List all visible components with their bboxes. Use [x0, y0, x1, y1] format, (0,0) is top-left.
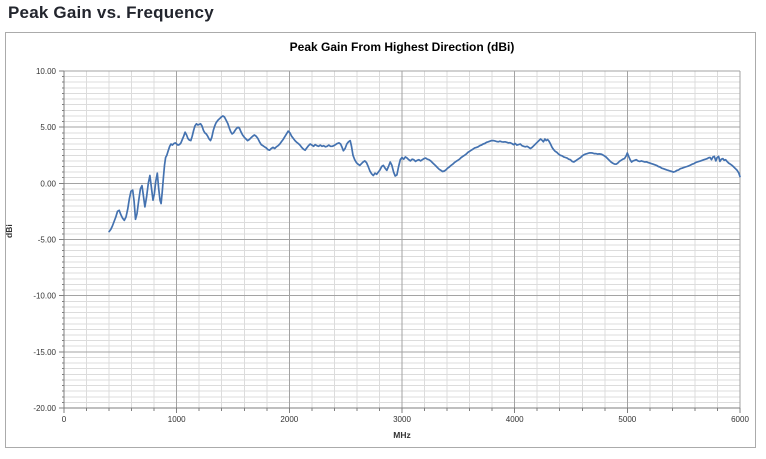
gain-curve	[108, 115, 741, 233]
y-tick-label: -20.00	[33, 404, 56, 413]
y-tick-label: 0.00	[40, 179, 56, 188]
y-tick-label: 5.00	[40, 123, 56, 132]
x-tick-label: 2000	[280, 415, 298, 424]
y-axis-title: dBi	[4, 224, 14, 238]
x-tick-label: 3000	[393, 415, 411, 424]
y-tick-label: -5.00	[38, 236, 57, 245]
x-tick-label: 4000	[506, 415, 524, 424]
y-tick-label: -10.00	[33, 292, 56, 301]
page-title: Peak Gain vs. Frequency	[8, 3, 214, 22]
y-tick-label: 10.00	[36, 67, 57, 76]
chart-title: Peak Gain From Highest Direction (dBi)	[289, 40, 515, 54]
x-tick-label: 6000	[731, 415, 749, 424]
y-tick-label: -15.00	[33, 348, 56, 357]
x-tick-label: 1000	[168, 415, 186, 424]
x-tick-label: 0	[62, 415, 67, 424]
x-tick-label: 5000	[618, 415, 636, 424]
x-axis-title: MHz	[393, 430, 411, 440]
